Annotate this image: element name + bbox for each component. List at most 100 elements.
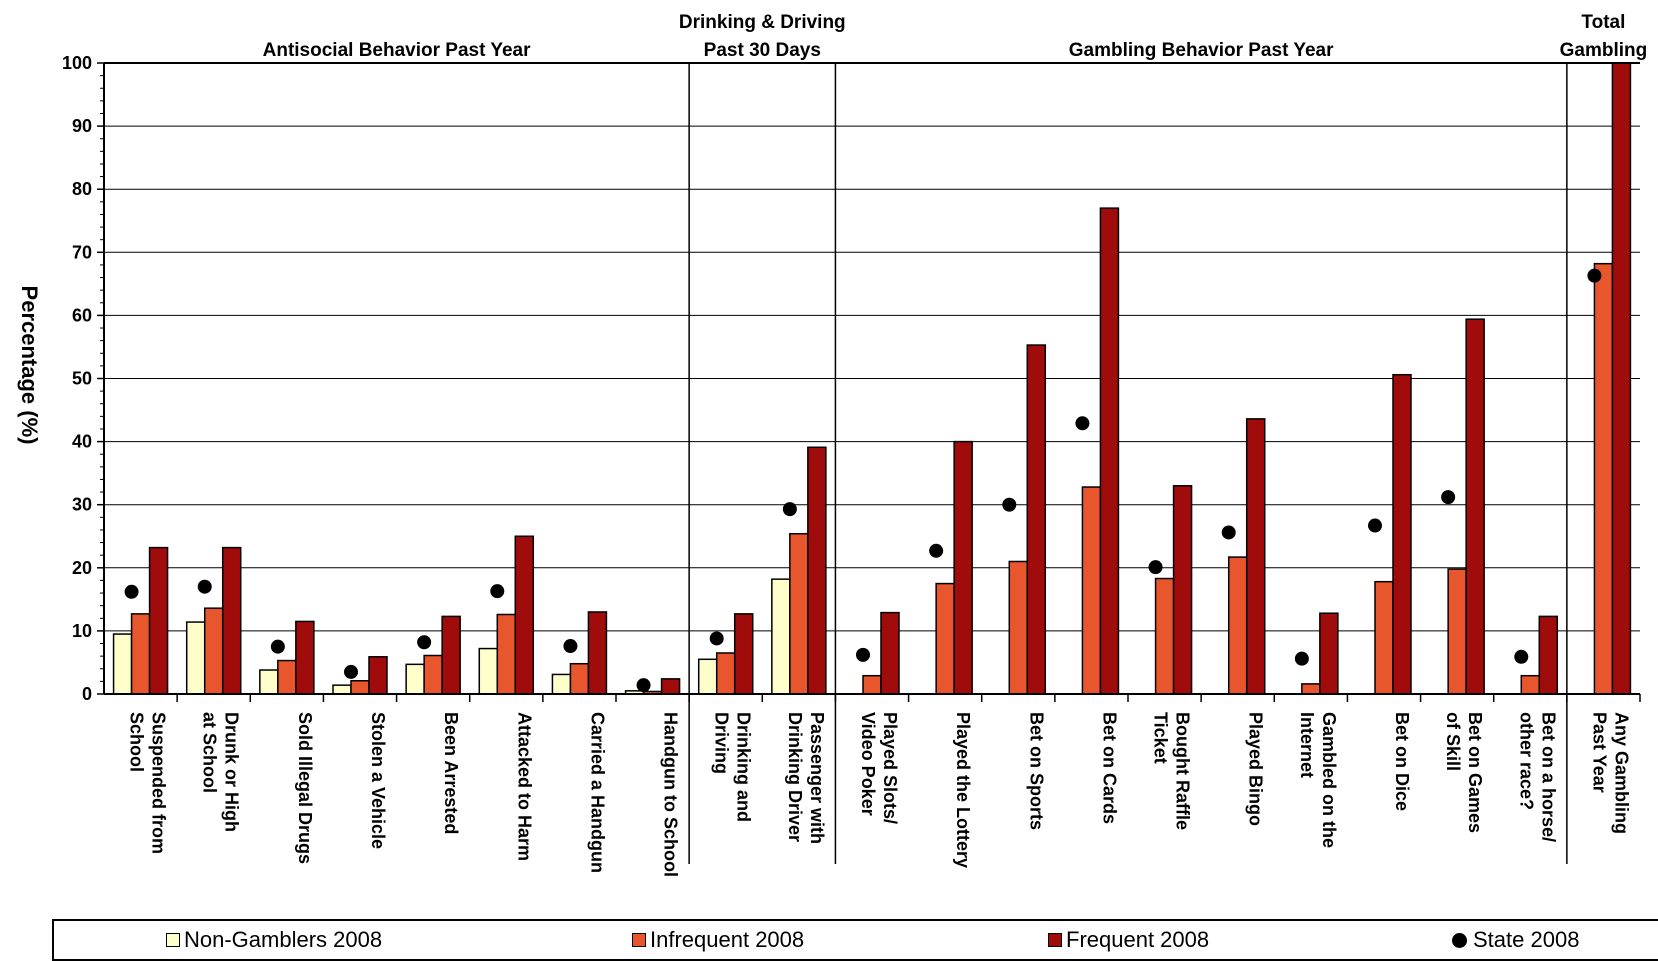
bar-frequent-2008 [733, 613, 754, 695]
y-tick-label: 80 [72, 179, 92, 199]
category-label: Bet on Games [1465, 712, 1485, 833]
category-label: Played the Lottery [953, 712, 973, 868]
category-label: Handgun to School [661, 712, 681, 877]
bar-infrequent-2008 [1081, 486, 1102, 695]
marker-state-2008 [1368, 518, 1382, 533]
category-label: other race? [1516, 712, 1536, 810]
category-label: Drunk or High [222, 712, 242, 832]
bar-frequent-2008 [880, 611, 900, 695]
bar-non-gamblers-2008 [332, 684, 352, 695]
bar-frequent-2008 [1538, 615, 1559, 695]
bar-frequent-2008 [1026, 344, 1047, 695]
marker-state-2008 [1514, 649, 1529, 664]
bar-infrequent-2008 [203, 607, 224, 695]
y-tick-label: 90 [72, 116, 92, 136]
category-label: Attacked to Harm [514, 712, 534, 861]
marker-state-2008 [1148, 560, 1163, 575]
category-label: Bet on Dice [1392, 712, 1412, 811]
marker-state-2008 [636, 678, 651, 693]
bar-non-gamblers-2008 [551, 673, 572, 695]
legend-swatch-infrequent [632, 933, 646, 947]
y-tick-label: 30 [72, 495, 92, 515]
category-label: Past Year [1589, 712, 1609, 793]
bar-infrequent-2008 [1227, 556, 1248, 695]
legend-label-frequent: Frequent 2008 [1066, 927, 1210, 952]
marker-state-2008 [417, 635, 432, 650]
y-tick-label: 10 [72, 621, 92, 641]
bar-infrequent-2008 [862, 674, 882, 695]
legend-swatch-frequent [1048, 933, 1062, 947]
bar-infrequent-2008 [1008, 560, 1029, 695]
category-label: Video Poker [858, 712, 878, 816]
bar-non-gamblers-2008 [697, 658, 718, 695]
category-label: Bet on Cards [1099, 712, 1119, 824]
category-label: Been Arrested [441, 712, 461, 834]
bar-infrequent-2008 [789, 532, 809, 695]
category-label: Driving [712, 712, 732, 774]
bar-non-gamblers-2008 [259, 669, 279, 695]
category-label: of Skill [1443, 712, 1463, 771]
category-label: Gambled on the [1319, 712, 1339, 848]
section-header: Total [1581, 12, 1625, 33]
bar-non-gamblers-2008 [112, 633, 133, 695]
section-header: Drinking & Driving [679, 12, 846, 33]
bar-frequent-2008 [660, 678, 681, 695]
bar-frequent-2008 [807, 446, 827, 695]
y-tick-label: 20 [72, 558, 92, 578]
y-tick-label: 40 [72, 432, 92, 452]
bar-infrequent-2008 [496, 613, 517, 695]
marker-state-2008 [1002, 497, 1017, 512]
category-label: Drinking Driver [785, 712, 805, 842]
category-label: Drinking and [734, 712, 754, 822]
bar-frequent-2008 [1099, 207, 1120, 695]
bars [112, 62, 1632, 695]
bar-infrequent-2008 [569, 662, 590, 695]
category-label: Any Gambling [1611, 712, 1631, 834]
y-tick-label: 70 [72, 242, 92, 262]
section-header: Antisocial Behavior Past Year [263, 40, 531, 61]
legend-swatch-non-gamblers [166, 933, 180, 947]
category-label: Sold Illegal Drugs [295, 712, 315, 864]
bar-frequent-2008 [1465, 318, 1485, 695]
category-label: Passenger with [807, 712, 827, 844]
bar-infrequent-2008 [1447, 568, 1467, 695]
legend-item-non-gamblers: Non-Gamblers 2008 [166, 927, 382, 953]
legend-label-state: State 2008 [1473, 927, 1580, 952]
category-label: Bought Raffle [1173, 712, 1193, 830]
marker-state-2008 [563, 639, 578, 654]
y-tick-label: 100 [62, 53, 92, 73]
marker-state-2008 [782, 502, 797, 517]
bar-frequent-2008 [587, 611, 608, 695]
bar-non-gamblers-2008 [405, 663, 425, 695]
bar-infrequent-2008 [130, 613, 151, 695]
bar-infrequent-2008 [715, 652, 736, 695]
category-label: Ticket [1151, 712, 1171, 764]
marker-state-2008 [709, 631, 724, 646]
bar-infrequent-2008 [1374, 580, 1394, 695]
bar-frequent-2008 [295, 620, 315, 695]
bar-infrequent-2008 [277, 659, 297, 695]
bar-frequent-2008 [514, 535, 535, 695]
labels: 0 10 20 30 40 50 60 70 80 90 100 Suspended fromScho… [62, 12, 1647, 877]
y-tick-label: 50 [72, 369, 92, 389]
legend-item-infrequent: Infrequent 2008 [632, 927, 804, 953]
bar-frequent-2008 [953, 440, 973, 695]
legend-label-non-gamblers: Non-Gamblers 2008 [184, 927, 383, 952]
bar-frequent-2008 [1245, 418, 1266, 695]
legend-label-infrequent: Infrequent 2008 [650, 927, 805, 952]
bar-non-gamblers-2008 [185, 621, 206, 695]
marker-state-2008 [1075, 416, 1090, 431]
marker-state-2008 [1587, 268, 1602, 283]
category-label: Suspended from [149, 712, 169, 854]
y-tick-label: 60 [72, 305, 92, 325]
bar-frequent-2008 [1319, 612, 1339, 695]
chart: 0 10 20 30 40 50 60 70 80 90 100 Suspended fromScho… [17, 12, 1647, 877]
bar-infrequent-2008 [1301, 683, 1321, 695]
category-label: Bet on Sports [1026, 712, 1046, 830]
axes [97, 62, 1641, 864]
marker-state-2008 [270, 639, 285, 654]
marker-state-2008 [929, 543, 944, 558]
bar-infrequent-2008 [1520, 674, 1541, 695]
bar-frequent-2008 [1611, 62, 1632, 695]
category-label: Carried a Handgun [587, 712, 607, 873]
